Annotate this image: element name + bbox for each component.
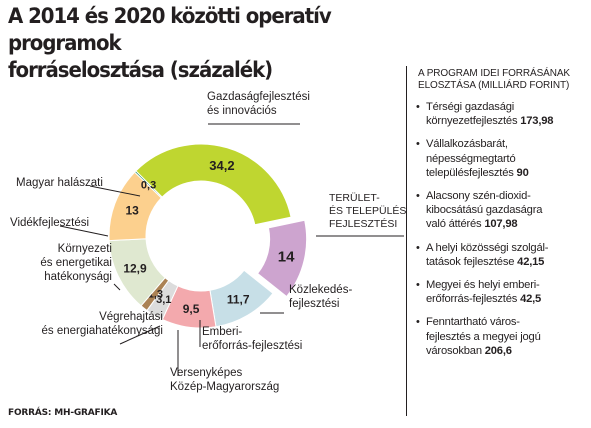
- allocation-item-value: 42,15: [517, 255, 545, 268]
- vertical-divider: [406, 66, 407, 416]
- slice-value-label: 34,2: [209, 158, 234, 173]
- chart-title-line-2: forráselosztása (százalék): [8, 58, 273, 82]
- slice-value-label: 13: [125, 203, 139, 217]
- donut-chart: 34,2 Gazdaságfejlesztési és innovációs 14 TE…: [10, 91, 406, 393]
- slice-category-label: TERÜLET-ÉS TELEPÜLÉS-FEJLESZTÉSI: [329, 192, 406, 230]
- slice-value-label: 14: [278, 248, 295, 265]
- allocation-item-value: 42,5: [520, 293, 542, 306]
- slice-category-label: Környezeti és energetikai hatékonysági: [40, 243, 112, 283]
- leader-line: [113, 283, 121, 291]
- slice-category-label: Közlekedés-fejlesztési: [289, 284, 352, 310]
- allocation-item-label: Vállalkozásbarát, népességmegtartó telep…: [426, 138, 516, 179]
- slice-category-label: Emberi-erőforrás-fejlesztési: [202, 326, 302, 352]
- slice-value-label: 3,1: [156, 294, 171, 306]
- leader-line: [59, 225, 109, 237]
- allocation-panel: A program idei forrásának elosztása (mil…: [416, 68, 588, 367]
- allocation-item-value: 107,98: [484, 218, 518, 231]
- allocation-item-value: 90: [516, 166, 529, 179]
- donut-slice: [134, 170, 163, 199]
- allocation-item: A helyi közösségi szolgál- tatások fejle…: [416, 241, 588, 269]
- donut-slice: [135, 143, 292, 226]
- slice-value-label: 9,5: [183, 302, 200, 316]
- slice-value-label: 0,3: [141, 179, 156, 191]
- donut-slice: [256, 219, 308, 298]
- source-note: FORRÁS: MH-GRAFIKA: [8, 408, 118, 418]
- slice-category-label: Magyar halászati: [16, 177, 103, 189]
- slice-category-label: Végrehajtási és energiahatékonysági: [42, 311, 163, 337]
- slice-category-label: Versenyképes Közép-Magyarország: [170, 367, 279, 393]
- allocation-panel-title: A program idei forrásának elosztása (mil…: [418, 68, 570, 91]
- slice-value-label: 11,7: [227, 293, 250, 307]
- allocation-item-label: Fenntartható város- fejlesztés a megyei …: [426, 316, 541, 357]
- slice-category-label: Gazdaságfejlesztési és innovációs: [207, 91, 310, 117]
- allocation-item: Vállalkozásbarát, népességmegtartó telep…: [416, 137, 588, 180]
- slice-category-label: Vidékfejlesztési: [10, 217, 89, 229]
- slice-value-label: 12,9: [123, 262, 147, 276]
- allocation-item: Térségi gazdasági környezetfejlesztés 17…: [416, 100, 588, 128]
- leader-line: [119, 325, 161, 345]
- allocation-item: Alacsony szén-dioxid- kibocsátású gazdas…: [416, 189, 588, 232]
- allocation-item-value: 173,98: [520, 115, 554, 128]
- allocation-item: Megyei és helyi emberi- erőforrás-fejles…: [416, 278, 588, 306]
- leader-line: [89, 185, 141, 197]
- allocation-item-label: A helyi közösségi szolgál- tatások fejle…: [426, 241, 549, 268]
- allocation-item-label: Alacsony szén-dioxid- kibocsátású gazdas…: [426, 190, 543, 231]
- chart-title: A 2014 és 2020 közötti operatív programo…: [8, 3, 384, 84]
- allocation-list: Térségi gazdasági környezetfejlesztés 17…: [416, 100, 588, 358]
- allocation-item: Fenntartható város- fejlesztés a megyei …: [416, 315, 588, 358]
- chart-title-line-1: A 2014 és 2020 közötti operatív programo…: [8, 4, 332, 55]
- allocation-item-label: Megyei és helyi emberi- erőforrás-fejles…: [426, 279, 540, 306]
- allocation-item-label: Térségi gazdasági környezetfejlesztés: [426, 101, 518, 128]
- allocation-item-value: 206,6: [484, 344, 512, 357]
